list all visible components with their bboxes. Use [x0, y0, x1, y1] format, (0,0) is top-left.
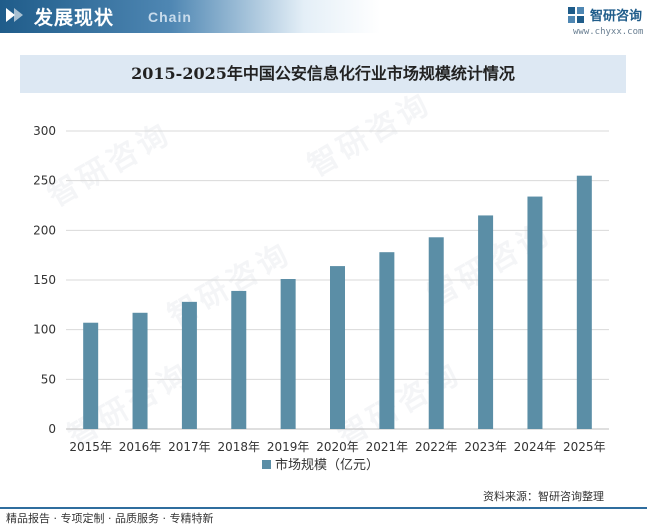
bar: [132, 312, 148, 429]
y-tick-label: 300: [33, 124, 56, 138]
y-tick-label: 100: [33, 323, 56, 337]
chart-title-box: 2015-2025年中国公安信息化行业市场规模统计情况: [20, 55, 626, 93]
x-tick-label: 2022年: [415, 440, 458, 454]
legend-label: 市场规模（亿元）: [275, 457, 379, 473]
header: 发展现状 Chain 智研咨询 www.chyxx.com: [0, 0, 647, 37]
y-tick-label: 0: [48, 422, 56, 436]
brand-url: www.chyxx.com: [573, 27, 644, 37]
footer-divider: [0, 507, 647, 509]
bar: [478, 215, 494, 429]
source-note: 资料来源：智研咨询整理: [483, 490, 604, 503]
header-band: [0, 0, 380, 33]
bar: [83, 322, 99, 429]
legend-swatch: [262, 460, 271, 469]
x-tick-label: 2016年: [119, 440, 162, 454]
x-tick-label: 2024年: [514, 440, 557, 454]
brand-logo-icon: [568, 7, 584, 23]
x-tick-label: 2023年: [464, 440, 507, 454]
section-subtitle: Chain: [148, 9, 192, 25]
y-tick-label: 250: [33, 174, 56, 188]
chart-title: 2015-2025年中国公安信息化行业市场规模统计情况: [131, 64, 515, 83]
header-arrow-icon-2: [14, 8, 23, 22]
bar: [231, 290, 247, 429]
bar: [379, 252, 395, 429]
bar: [280, 279, 296, 429]
bar: [576, 175, 592, 429]
bar: [330, 266, 345, 429]
bar: [181, 301, 197, 429]
x-tick-label: 2025年: [563, 440, 606, 454]
brand-name: 智研咨询: [590, 9, 643, 24]
header-arrow-icon: [6, 8, 15, 22]
x-tick-label: 2020年: [316, 440, 359, 454]
footer-tagline: 精品报告 · 专项定制 · 品质服务 · 专精特新: [6, 512, 214, 525]
x-tick-label: 2021年: [366, 440, 409, 454]
x-tick-label: 2017年: [168, 440, 211, 454]
y-tick-label: 200: [33, 223, 56, 237]
bar: [527, 196, 543, 429]
section-title: 发展现状: [34, 7, 115, 29]
x-tick-label: 2019年: [267, 440, 310, 454]
bar: [428, 237, 444, 429]
x-tick-label: 2015年: [69, 440, 112, 454]
y-tick-label: 150: [33, 273, 56, 287]
y-tick-label: 50: [41, 372, 56, 386]
x-tick-label: 2018年: [217, 440, 260, 454]
